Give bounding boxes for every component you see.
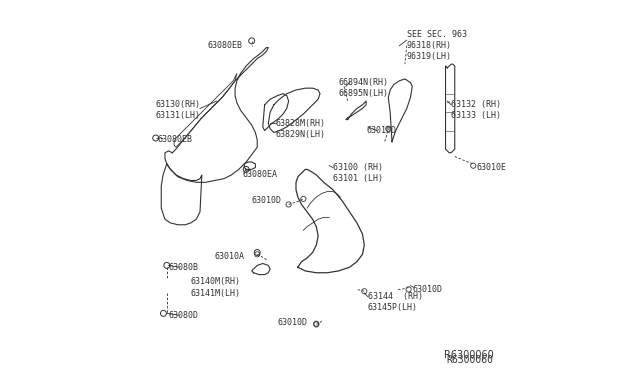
Text: 96318(RH): 96318(RH)	[407, 41, 452, 50]
Text: 63145P(LH): 63145P(LH)	[368, 303, 418, 312]
Text: 63133 (LH): 63133 (LH)	[451, 111, 501, 121]
Text: 63080EB: 63080EB	[207, 41, 243, 50]
Text: 63080EB: 63080EB	[157, 135, 193, 144]
Text: 63010D: 63010D	[366, 126, 396, 135]
Text: 63080D: 63080D	[168, 311, 198, 320]
Text: 63132 (RH): 63132 (RH)	[451, 100, 501, 109]
Text: 96319(LH): 96319(LH)	[407, 52, 452, 61]
Text: R6300060: R6300060	[447, 355, 493, 365]
Text: 63010D: 63010D	[252, 196, 281, 205]
Text: 63828M(RH): 63828M(RH)	[276, 119, 326, 128]
Text: SEE SEC. 963: SEE SEC. 963	[407, 30, 467, 39]
Text: 63100 (RH): 63100 (RH)	[333, 163, 383, 172]
Text: 63010E: 63010E	[477, 163, 507, 172]
Text: 63829N(LH): 63829N(LH)	[276, 130, 326, 139]
Text: 63010D: 63010D	[412, 285, 442, 294]
Text: 63140M(RH): 63140M(RH)	[191, 278, 241, 286]
Text: 66894N(RH): 66894N(RH)	[339, 78, 388, 87]
Text: 63130(RH): 63130(RH)	[155, 100, 200, 109]
Text: R6300060: R6300060	[444, 350, 493, 359]
Text: 63101 (LH): 63101 (LH)	[333, 174, 383, 183]
Text: 66895N(LH): 66895N(LH)	[339, 89, 388, 98]
Text: 63144  (RH): 63144 (RH)	[368, 292, 423, 301]
Text: 63010A: 63010A	[214, 251, 244, 261]
Text: 63080B: 63080B	[168, 263, 198, 272]
Text: 63010D: 63010D	[277, 318, 307, 327]
Text: 63131(LH): 63131(LH)	[155, 111, 200, 121]
Text: 63141M(LH): 63141M(LH)	[191, 289, 241, 298]
Text: 63080EA: 63080EA	[243, 170, 278, 179]
